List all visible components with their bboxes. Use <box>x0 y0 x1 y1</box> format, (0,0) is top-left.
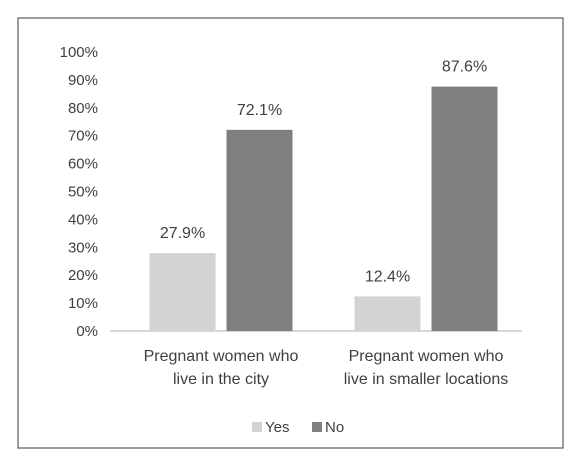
legend-swatch-yes <box>252 422 262 432</box>
x-axis-labels: Pregnant women who live in the city Pregna… <box>144 348 509 388</box>
data-label: 12.4% <box>365 268 410 285</box>
bar-no <box>226 129 293 331</box>
y-tick-label: 60% <box>68 156 98 173</box>
legend: Yes No <box>252 419 344 436</box>
y-tick-label: 10% <box>68 295 98 312</box>
bar-yes <box>149 253 216 331</box>
category-label: live in smaller locations <box>344 371 509 388</box>
legend-swatch-no <box>312 422 322 432</box>
data-labels: 27.9% 12.4% 72.1% 87.6% <box>160 59 487 286</box>
y-tick-label: 40% <box>68 211 98 228</box>
y-tick-label: 100% <box>60 44 98 61</box>
category-label: Pregnant women who <box>349 348 504 365</box>
legend-label: Yes <box>265 419 289 436</box>
y-tick-label: 50% <box>68 184 98 201</box>
y-tick-label: 70% <box>68 128 98 145</box>
bar-no <box>431 86 498 331</box>
y-tick-label: 0% <box>76 323 98 340</box>
y-tick-label: 80% <box>68 100 98 117</box>
y-tick-label: 20% <box>68 267 98 284</box>
legend-label: No <box>325 419 344 436</box>
bars-group <box>149 86 498 331</box>
data-label: 72.1% <box>237 102 282 119</box>
data-label: 27.9% <box>160 225 205 242</box>
y-axis-ticks: 0% 10% 20% 30% 40% 50% 60% 70% 80% 90% 100% <box>60 44 98 340</box>
category-label: live in the city <box>173 371 269 388</box>
y-tick-label: 30% <box>68 239 98 256</box>
category-label: Pregnant women who <box>144 348 299 365</box>
bar-yes <box>354 296 421 331</box>
data-label: 87.6% <box>442 59 487 76</box>
y-tick-label: 90% <box>68 72 98 89</box>
